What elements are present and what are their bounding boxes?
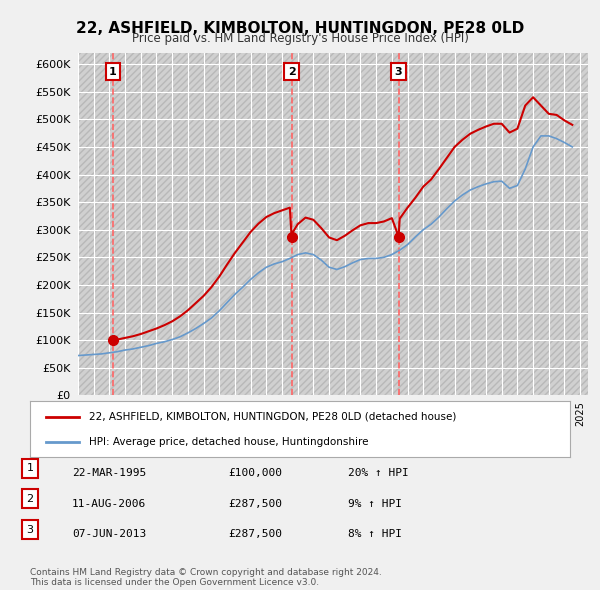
Text: 3: 3 xyxy=(26,525,34,535)
Text: 9% ↑ HPI: 9% ↑ HPI xyxy=(348,499,402,509)
Text: 3: 3 xyxy=(395,67,403,77)
Text: £287,500: £287,500 xyxy=(228,529,282,539)
Text: 07-JUN-2013: 07-JUN-2013 xyxy=(72,529,146,539)
Text: 8% ↑ HPI: 8% ↑ HPI xyxy=(348,529,402,539)
Text: £287,500: £287,500 xyxy=(228,499,282,509)
Text: 20% ↑ HPI: 20% ↑ HPI xyxy=(348,468,409,478)
Text: HPI: Average price, detached house, Huntingdonshire: HPI: Average price, detached house, Hunt… xyxy=(89,437,369,447)
Text: 1: 1 xyxy=(109,67,117,77)
Text: Contains HM Land Registry data © Crown copyright and database right 2024.
This d: Contains HM Land Registry data © Crown c… xyxy=(30,568,382,587)
Text: 22-MAR-1995: 22-MAR-1995 xyxy=(72,468,146,478)
Text: 22, ASHFIELD, KIMBOLTON, HUNTINGDON, PE28 0LD: 22, ASHFIELD, KIMBOLTON, HUNTINGDON, PE2… xyxy=(76,21,524,35)
Text: 1: 1 xyxy=(26,463,34,473)
Text: 22, ASHFIELD, KIMBOLTON, HUNTINGDON, PE28 0LD (detached house): 22, ASHFIELD, KIMBOLTON, HUNTINGDON, PE2… xyxy=(89,412,457,422)
Text: £100,000: £100,000 xyxy=(228,468,282,478)
Text: 2: 2 xyxy=(287,67,295,77)
Text: Price paid vs. HM Land Registry's House Price Index (HPI): Price paid vs. HM Land Registry's House … xyxy=(131,32,469,45)
Text: 2: 2 xyxy=(26,494,34,504)
Text: 11-AUG-2006: 11-AUG-2006 xyxy=(72,499,146,509)
